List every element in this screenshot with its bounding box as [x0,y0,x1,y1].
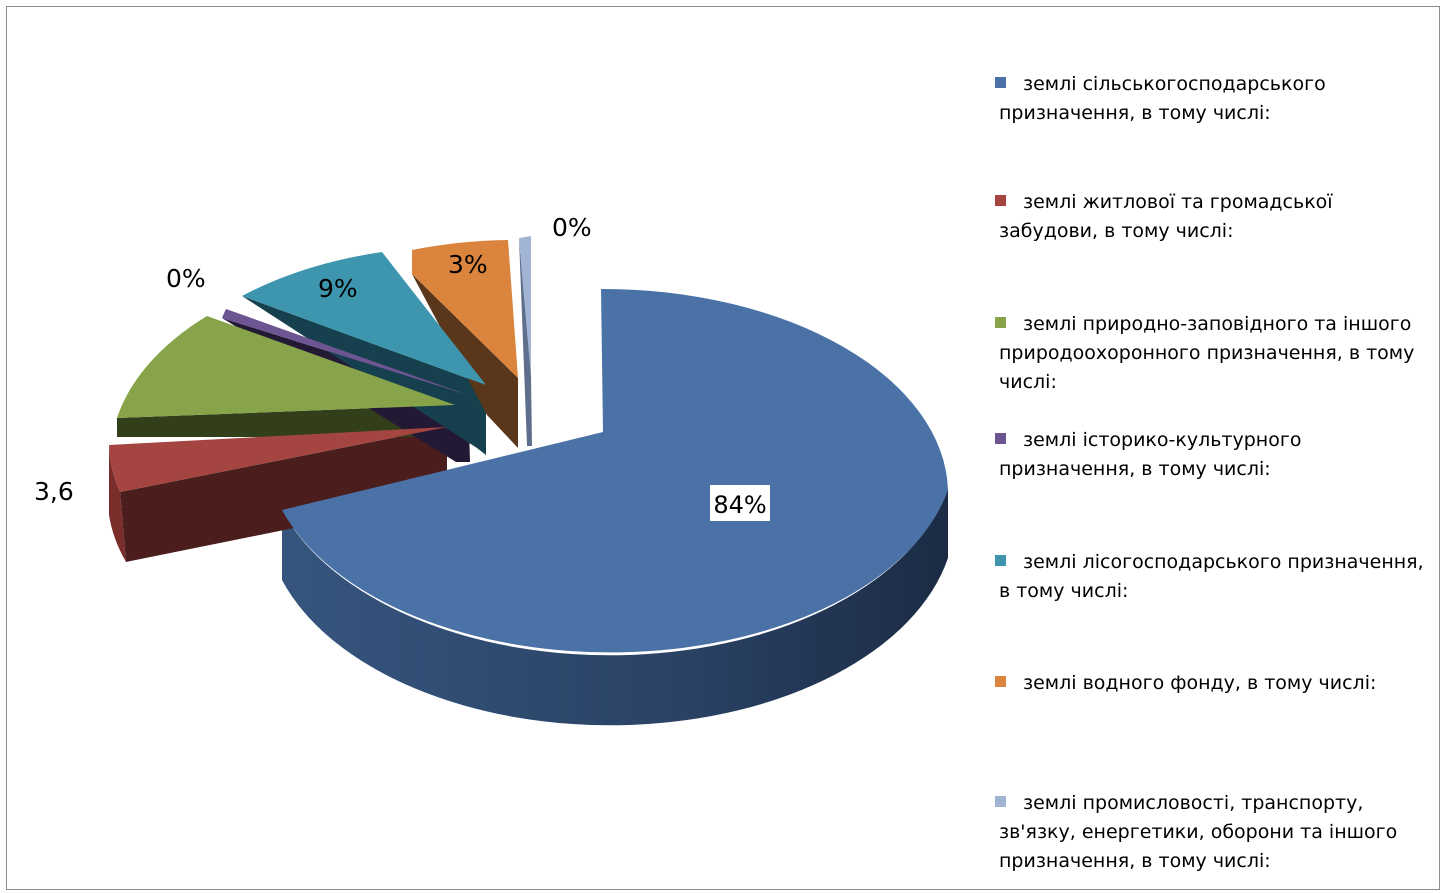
slice-2 [117,316,455,418]
slice-side-6 [519,238,532,446]
legend-label-4: землі лісогосподарського призначення, в … [999,551,1424,602]
legend-item-6: землі промисловості, транспорту, зв'язку… [995,789,1435,876]
legend-swatch-3 [995,433,1006,444]
legend-label-5: землі водного фонду, в тому числі: [1023,672,1377,694]
data-label-box-0 [706,481,774,525]
legend-swatch-5 [995,676,1006,687]
slice-3 [222,309,468,395]
slice-side-0 [282,488,948,726]
slice-4 [242,252,486,385]
data-label-1: 3,6 [34,477,74,506]
data-label-4: 9% [318,274,358,303]
legend-item-3: землі історико-культурного призначення, … [995,426,1435,484]
slice-1 [109,427,447,492]
legend-swatch-2 [995,317,1006,328]
slice-6 [519,236,531,376]
slice-side-1-rim [109,445,126,562]
slice-side-4 [242,296,486,455]
legend-label-0: землі сільськогосподарського призначення… [999,73,1326,124]
legend-item-5: землі водного фонду, в тому числі: [995,669,1435,698]
legend-label-6: землі промисловості, транспорту, зв'язку… [999,792,1398,872]
data-label-3: 0% [166,264,206,293]
slice-side-1 [120,427,447,562]
legend-label-2: землі природно-заповідного та іншого при… [999,313,1415,393]
slice-5 [412,240,518,378]
legend-item-0: землі сільськогосподарського призначення… [995,70,1435,128]
data-label-0: 84% [713,491,766,519]
legend-swatch-1 [995,195,1006,206]
data-label-6: 0% [552,213,592,242]
legend-label-1: землі житлової та громадської забудови, … [999,191,1333,242]
legend-swatch-0 [995,77,1006,88]
slice-side-2 [117,405,455,437]
legend-swatch-4 [995,555,1006,566]
legend-swatch-6 [995,796,1006,807]
slice-0 [282,288,948,653]
data-label-5: 3% [448,250,488,279]
legend-label-3: землі історико-культурного призначення, … [999,429,1302,480]
legend-item-2: землі природно-заповідного та іншого при… [995,310,1435,397]
legend-item-4: землі лісогосподарського призначення, в … [995,548,1435,606]
legend-item-1: землі житлової та громадської забудови, … [995,188,1435,246]
